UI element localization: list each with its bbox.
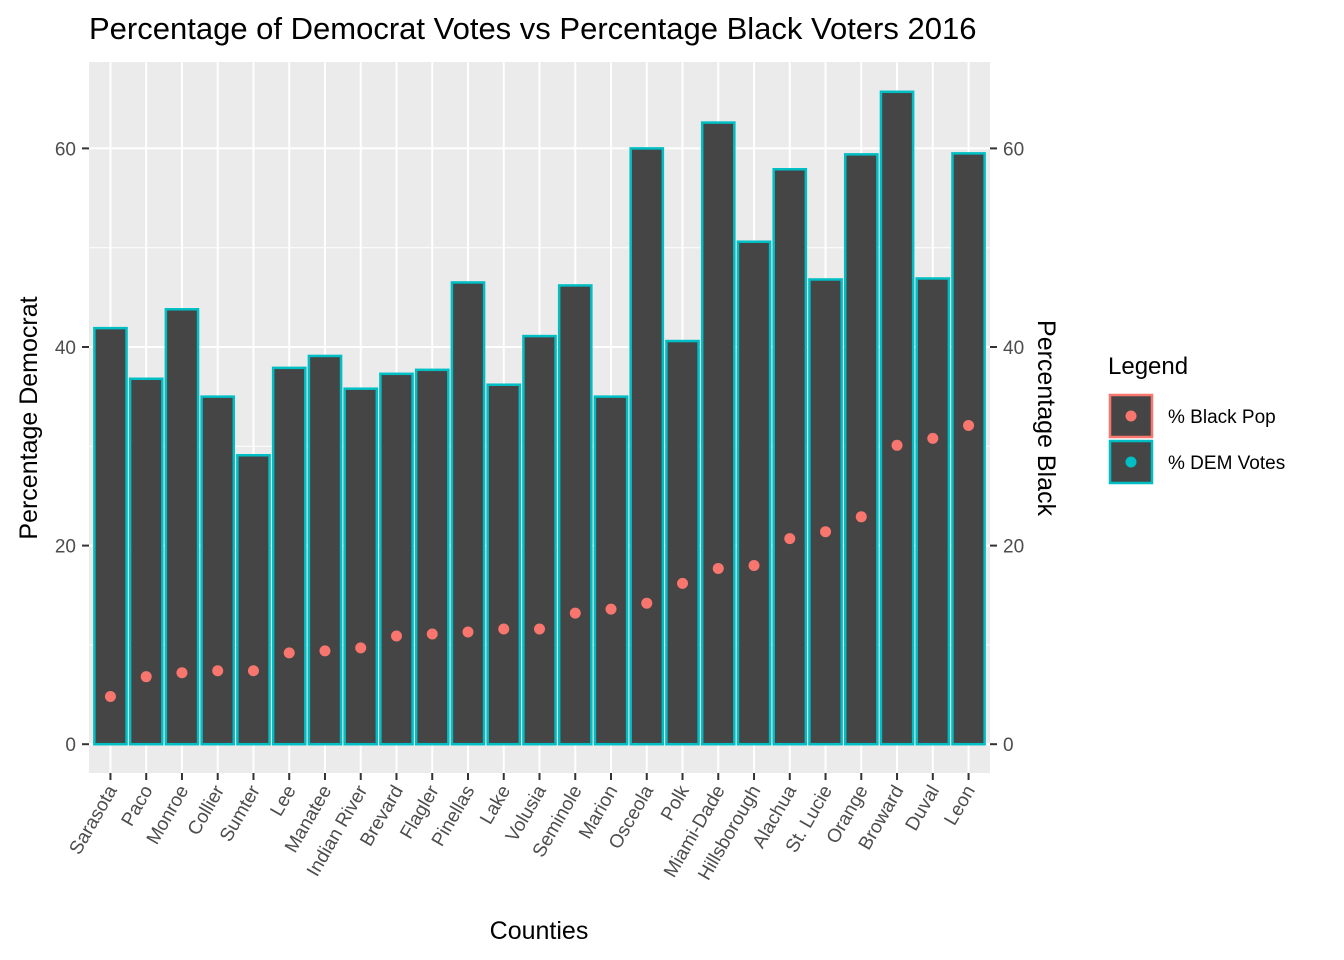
bar — [700, 121, 736, 746]
point — [283, 647, 295, 659]
y-tick-label: 40 — [55, 338, 76, 359]
bar — [200, 395, 236, 746]
point — [498, 623, 510, 635]
point — [712, 562, 724, 574]
bar — [843, 153, 879, 746]
bar — [879, 90, 915, 746]
point — [426, 628, 438, 640]
x-tick-label: Leon — [941, 782, 980, 829]
point — [534, 623, 545, 635]
bar — [343, 387, 379, 746]
point — [176, 667, 188, 679]
point — [355, 642, 367, 654]
bar — [236, 453, 271, 746]
points — [104, 419, 975, 703]
bar — [486, 383, 522, 746]
bar — [379, 372, 414, 746]
bar — [164, 308, 200, 746]
x-tick-label: Lee — [267, 782, 301, 820]
point — [390, 630, 402, 642]
x-axis-title: Counties — [490, 917, 589, 945]
legend: Legend % Black Pop % DEM Votes — [1108, 353, 1285, 485]
y2-tick-label: 0 — [1003, 735, 1014, 756]
y2-axis-title: Percentage Black — [1032, 320, 1060, 516]
chart-title: Percentage of Democrat Votes vs Percenta… — [89, 11, 976, 46]
legend-point-black-pop — [1125, 410, 1137, 422]
point — [820, 526, 832, 538]
bars — [93, 90, 986, 746]
bar — [808, 278, 843, 746]
y2-tick-label: 20 — [1003, 537, 1024, 558]
bar — [307, 354, 343, 746]
x-tick-label: Polk — [657, 782, 694, 825]
legend-title: Legend — [1108, 353, 1188, 380]
bar — [593, 395, 629, 746]
point — [891, 439, 903, 451]
point — [748, 559, 760, 571]
bar — [915, 277, 951, 746]
point — [677, 577, 689, 589]
point — [855, 511, 867, 523]
y2-tick-label: 60 — [1003, 139, 1024, 160]
point — [140, 671, 152, 683]
legend-label-dem-votes: % DEM Votes — [1168, 453, 1285, 474]
bar — [736, 240, 772, 746]
point — [104, 691, 116, 703]
point — [319, 645, 331, 657]
point — [212, 665, 224, 677]
bar — [951, 152, 986, 746]
bar — [128, 377, 164, 746]
y-axis-right: 0 20 40 60 — [990, 139, 1024, 756]
bar — [271, 366, 307, 746]
point — [247, 665, 259, 677]
bar — [629, 147, 665, 746]
bar — [93, 326, 128, 746]
legend-label-black-pop: % Black Pop — [1168, 407, 1276, 428]
x-tick-label: Sarasota — [66, 782, 122, 859]
point — [605, 603, 617, 615]
bar — [772, 167, 808, 746]
bar — [414, 368, 450, 746]
bar — [557, 284, 593, 746]
point — [462, 626, 474, 638]
y-axis-left: 0 20 40 60 — [55, 139, 89, 756]
point — [784, 533, 796, 545]
legend-point-dem-votes — [1125, 456, 1137, 468]
point — [963, 419, 975, 431]
y-tick-label: 0 — [65, 735, 76, 756]
bar — [450, 281, 486, 746]
y-axis-title: Percentage Democrat — [15, 296, 43, 539]
x-tick-label: Duval — [902, 782, 944, 835]
y-tick-label: 60 — [55, 139, 76, 160]
y-tick-label: 20 — [55, 537, 76, 558]
point — [927, 432, 939, 444]
y2-tick-label: 40 — [1003, 338, 1024, 359]
bar — [665, 339, 700, 746]
legend-item-black-pop: % Black Pop — [1108, 393, 1276, 439]
point — [641, 597, 653, 609]
legend-item-dem-votes: % DEM Votes — [1108, 439, 1285, 485]
bar — [522, 334, 557, 746]
point — [569, 607, 581, 619]
